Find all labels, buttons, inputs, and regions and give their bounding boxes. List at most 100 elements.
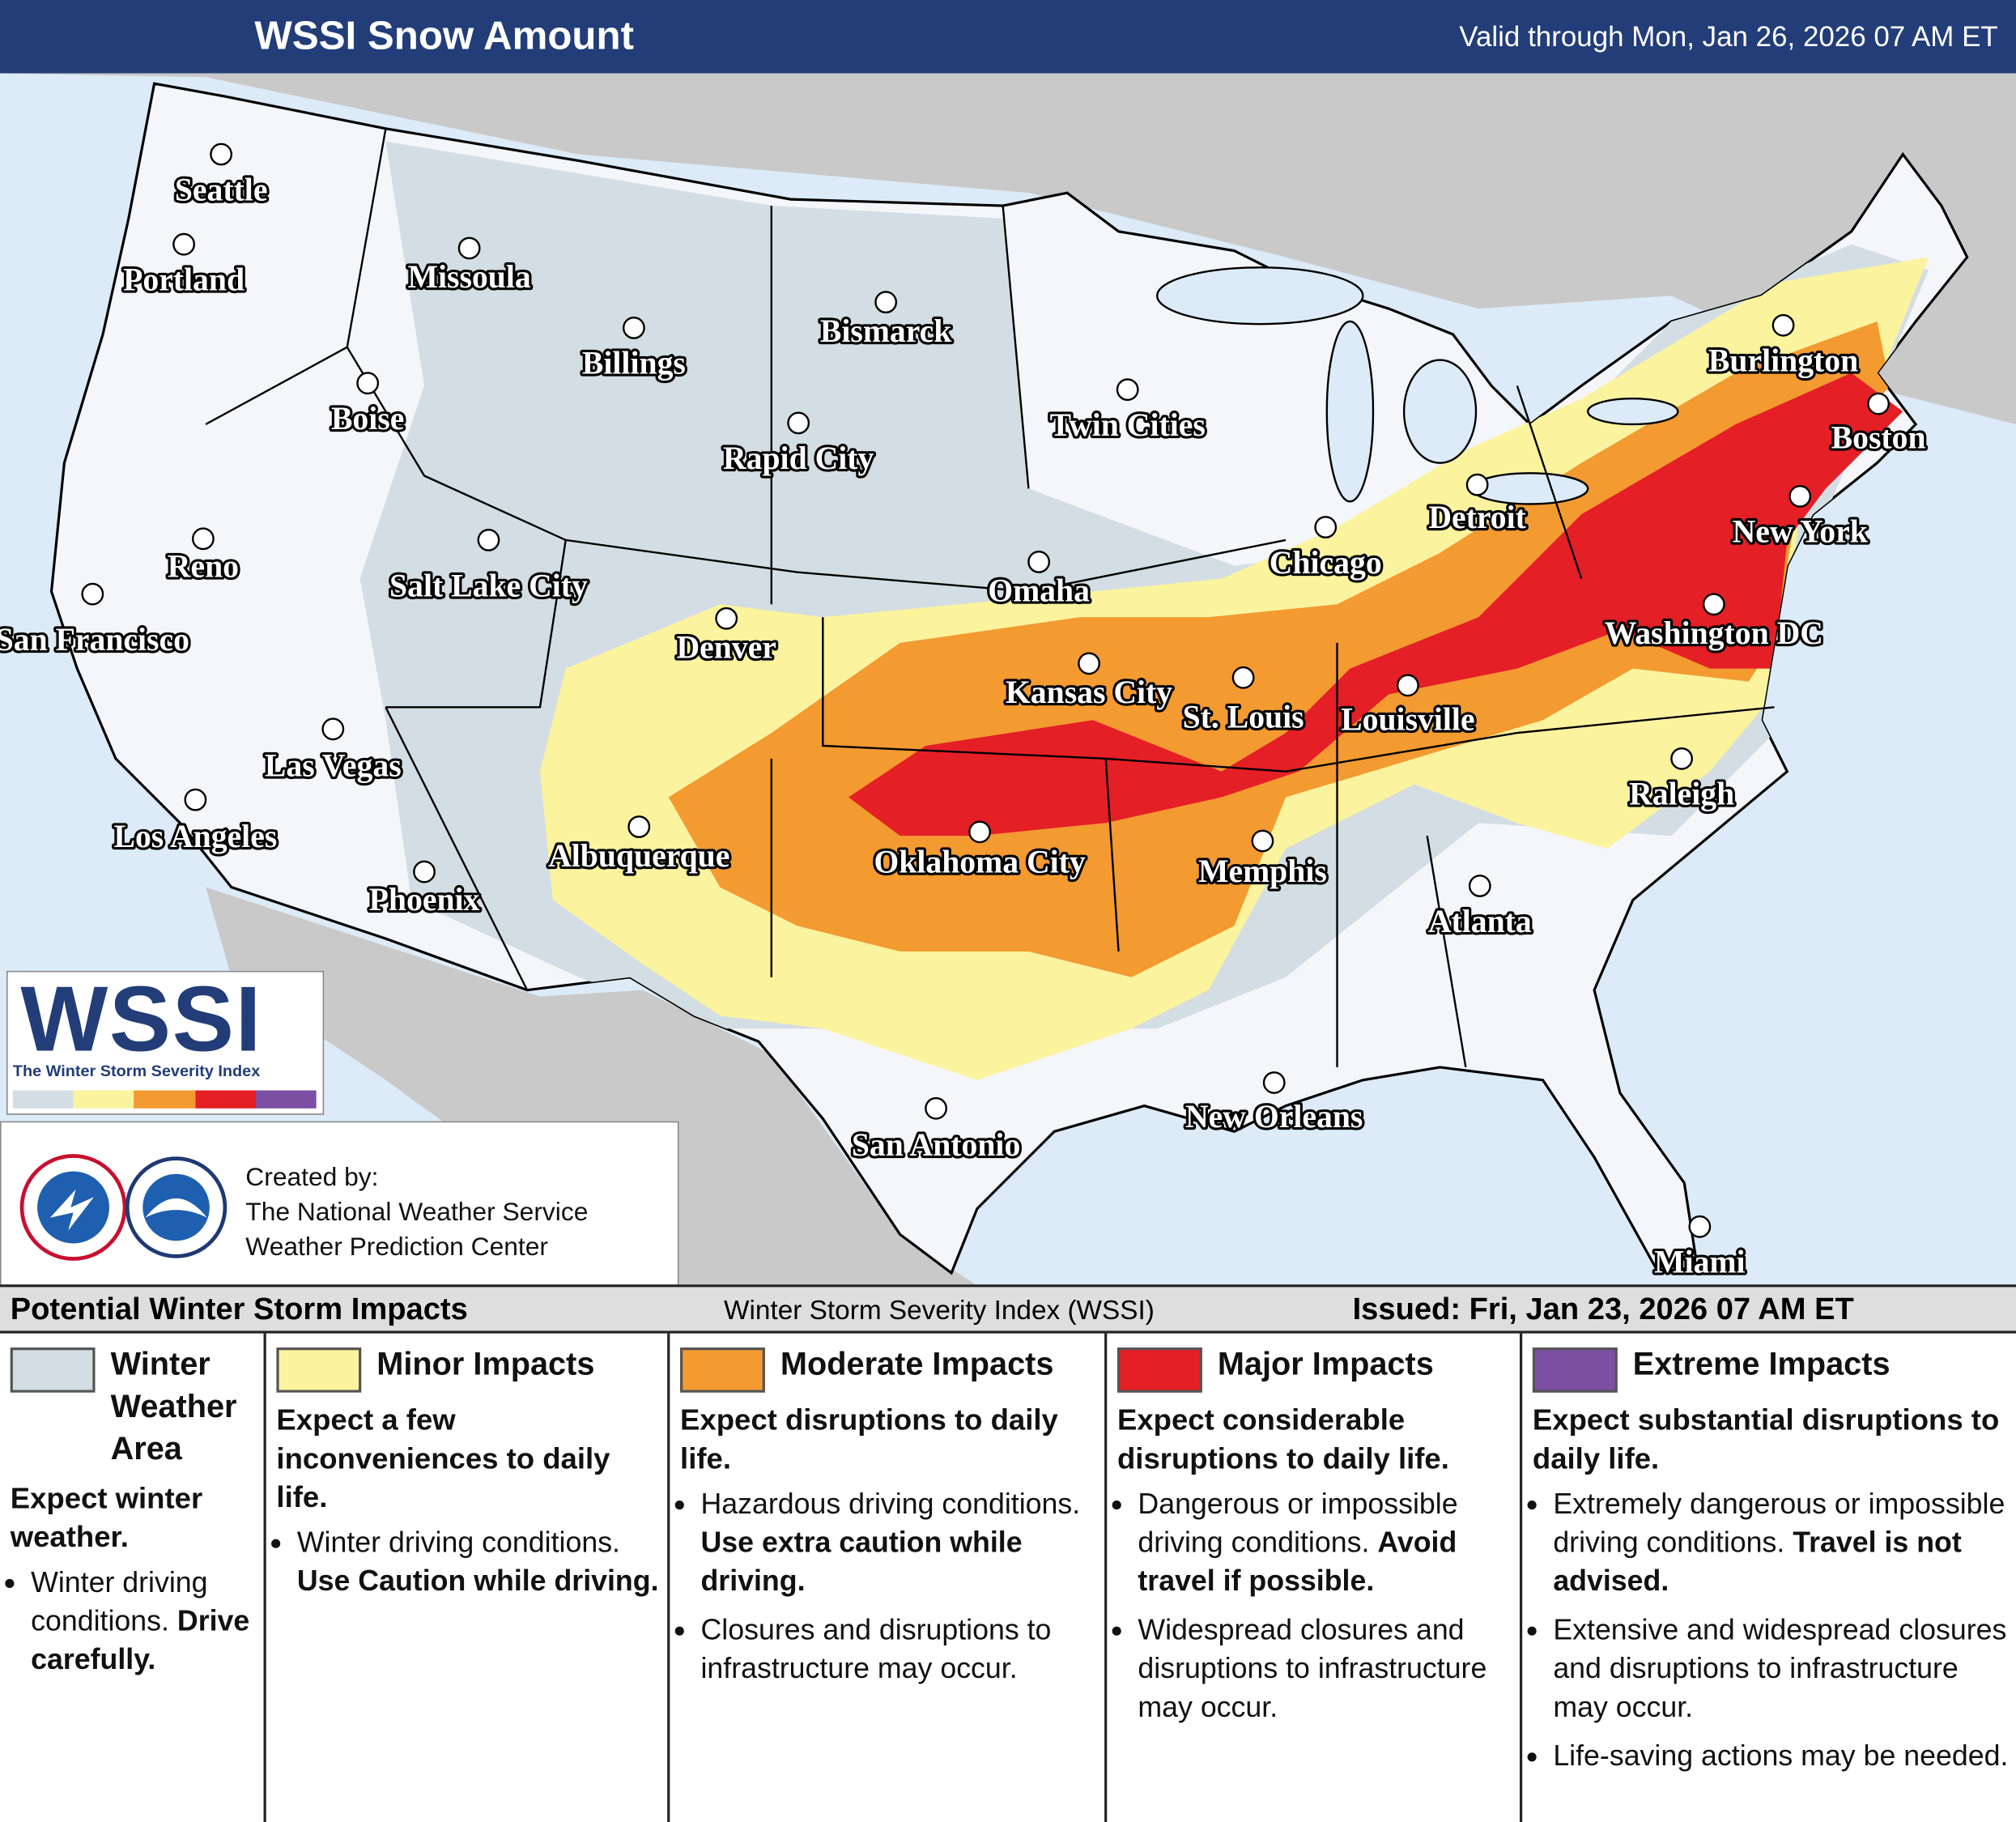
legend-summary: Expect a few inconveniences to daily lif…: [276, 1403, 610, 1513]
bullet-text: Widespread closures and disruptions to i…: [1138, 1613, 1487, 1723]
legend-head: Moderate Impacts: [680, 1343, 1097, 1393]
city-label: Denver: [677, 630, 776, 666]
city-label: Los Angeles: [113, 819, 277, 854]
logo-title: WSSI: [20, 968, 262, 1071]
city-dot: [1231, 666, 1255, 689]
legend-swatch: [10, 1347, 96, 1393]
legend-bullet: Dangerous or impossible driving conditio…: [1138, 1485, 1512, 1601]
city-label: Louisville: [1341, 701, 1474, 737]
city-dot: [1670, 747, 1694, 770]
city-label: San Francisco: [0, 622, 189, 658]
city-label: Seattle: [175, 172, 268, 207]
lake-huron: [1402, 359, 1478, 464]
city-dot: [81, 582, 104, 606]
city-dot: [1027, 551, 1051, 573]
mexico: [206, 887, 977, 1286]
city-dot: [1465, 473, 1489, 496]
strip-swatch: [73, 1090, 134, 1109]
bullet-text: Life-saving actions may be needed.: [1553, 1739, 2009, 1773]
city-label: Boise: [331, 401, 404, 436]
nws-bolt: [49, 1189, 94, 1231]
legend-title: Potential Winter Storm Impacts: [10, 1292, 468, 1327]
bullet-text: Winter driving conditions.: [31, 1566, 208, 1637]
legend-swatch: [1532, 1347, 1618, 1393]
credit-line: Weather Prediction Center: [245, 1232, 548, 1262]
legend-bullet: Life-saving actions may be needed.: [1553, 1737, 2008, 1776]
city-dot: [1788, 485, 1812, 508]
city-label: Memphis: [1198, 854, 1327, 889]
legend-summary: Expect disruptions to daily life.: [680, 1403, 1058, 1475]
legend-head: Minor Impacts: [276, 1343, 659, 1393]
state-lines: [205, 128, 1775, 1068]
lake-michigan: [1325, 320, 1375, 503]
legend-head: Major Impacts: [1116, 1343, 1512, 1393]
city-label: Twin Cities: [1050, 407, 1206, 443]
city-dot: [321, 717, 345, 741]
city-label: Washington DC: [1605, 615, 1823, 651]
city-label: Las Vegas: [265, 748, 402, 784]
legend-bullets: Extremely dangerous or impossible drivin…: [1533, 1485, 2009, 1776]
legend-swatch: [276, 1347, 362, 1393]
city-label: Boston: [1831, 420, 1926, 456]
legend-column: Minor Impacts Expect a few inconveniences…: [266, 1333, 670, 1822]
legend-summary: Expect considerable disruptions to daily…: [1116, 1403, 1449, 1475]
city-dot: [1867, 392, 1890, 415]
legend-summary: Expect winter weather.: [10, 1481, 203, 1554]
city-dot: [1468, 875, 1491, 897]
city-dot: [184, 788, 207, 811]
legend-bullets: Winter driving conditions. Drive careful…: [11, 1564, 256, 1679]
city-dot: [715, 607, 738, 630]
lake-ontario: [1587, 398, 1679, 426]
legend-head: Extreme Impacts: [1532, 1343, 2009, 1393]
issued-time: Issued: Fri, Jan 23, 2026 07 AM ET: [1352, 1292, 1854, 1327]
strip-swatch: [12, 1090, 74, 1109]
city-dot: [622, 317, 645, 339]
bullet-text: Dangerous or impossible driving conditio…: [1138, 1488, 1458, 1559]
bullet-text: Extremely dangerous or impossible drivin…: [1553, 1488, 2005, 1559]
bullet-text: Use Caution while driving.: [296, 1564, 659, 1598]
city-dot: [1314, 516, 1338, 539]
credit-line: The National Weather Service: [245, 1198, 589, 1227]
bullet-text: Avoid travel if possible.: [1138, 1526, 1457, 1598]
canada: [0, 73, 2016, 424]
wssi-logo: WSSI The Winter Storm Severity Index: [6, 968, 325, 1115]
city-label: Chicago: [1270, 545, 1382, 581]
legend-bullet: Winter driving conditions. Use Caution w…: [297, 1524, 660, 1601]
legend-column: Moderate Impacts Expect disruptions to da…: [670, 1333, 1108, 1822]
legend-bullet: Closures and disruptions to infrastructu…: [700, 1611, 1096, 1688]
legend-bullet: Extensive and widespread closures and di…: [1553, 1611, 2008, 1727]
legend-name: Major Impacts: [1217, 1346, 1434, 1382]
state-borders: [205, 128, 1775, 1068]
city-dot: [1688, 1215, 1712, 1238]
bullet-text: Travel is not advised.: [1553, 1526, 1962, 1598]
city-label: Oklahoma City: [874, 845, 1085, 880]
legend-subtitle: Winter Storm Severity Index (WSSI): [724, 1296, 1155, 1326]
city-label: Raleigh: [1629, 777, 1734, 812]
city-dot: [968, 820, 991, 844]
legend-bullet: Hazardous driving conditions. Use extra …: [700, 1485, 1096, 1601]
city-label: Billings: [582, 346, 686, 381]
lake-superior: [1156, 266, 1364, 326]
legend-name: Moderate Impacts: [780, 1346, 1054, 1382]
credit-lines: Created by: The National Weather Service W…: [245, 1161, 588, 1266]
city-dot: [1251, 829, 1274, 853]
city-dot: [874, 291, 898, 314]
legend-column: Extreme Impacts Expect substantial disrup…: [1522, 1334, 2016, 1822]
legend: Potential Winter Storm Impacts Winter St…: [0, 1284, 2016, 1822]
agency-logos: [19, 1154, 228, 1261]
city-dot: [627, 815, 651, 838]
city-dot: [172, 232, 195, 256]
header: WSSI Snow Amount Valid through Mon, Jan …: [0, 0, 2016, 74]
legend-swatch: [680, 1347, 765, 1393]
city-dot: [356, 372, 380, 395]
city-label: Kansas City: [1006, 675, 1172, 710]
city-label: San Antonio: [852, 1127, 1020, 1163]
bullet-text: Hazardous driving conditions.: [700, 1488, 1081, 1520]
legend-head: Winter Weather Area: [10, 1343, 256, 1471]
city-dot: [1771, 313, 1795, 337]
legend-summary: Expect substantial disruptions to daily …: [1532, 1403, 2000, 1475]
noaa-bird: [145, 1198, 207, 1218]
bullet-text: Closures and disruptions to infrastructu…: [700, 1613, 1052, 1685]
